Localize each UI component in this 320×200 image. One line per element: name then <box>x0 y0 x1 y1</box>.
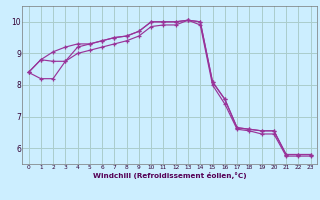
X-axis label: Windchill (Refroidissement éolien,°C): Windchill (Refroidissement éolien,°C) <box>93 172 246 179</box>
